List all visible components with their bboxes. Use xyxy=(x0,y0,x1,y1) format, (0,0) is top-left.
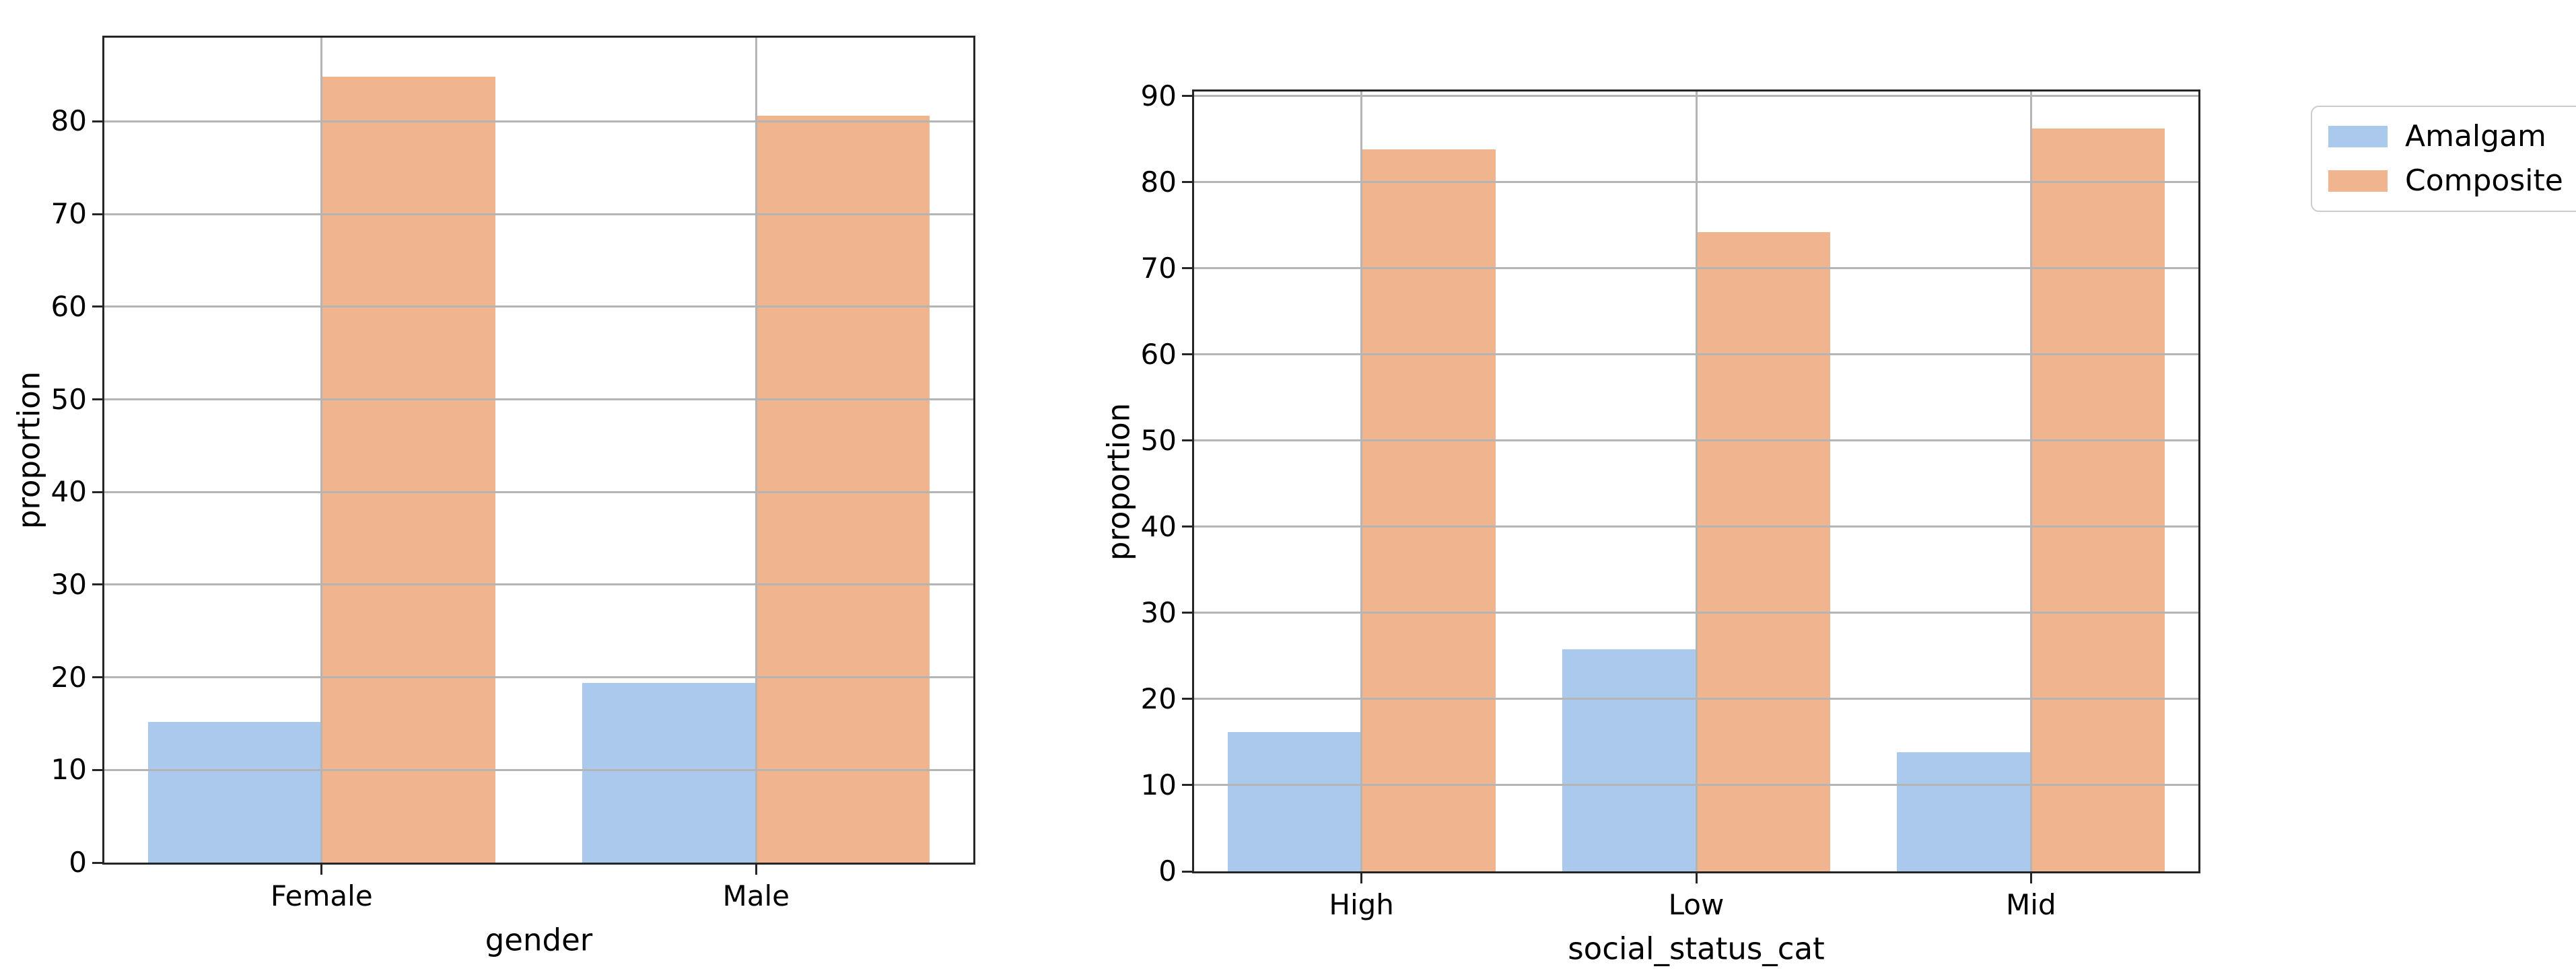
y-tick-label-0: 0 xyxy=(1158,855,1177,887)
y-tick-label-80: 80 xyxy=(50,104,87,138)
y-tick-label-60: 60 xyxy=(50,289,87,323)
y-tick-mark-20 xyxy=(1182,698,1192,700)
y-tick-mark-80 xyxy=(1182,181,1192,184)
legend-item-amalgam: Amalgam xyxy=(2328,119,2563,154)
y-tick-label-0: 0 xyxy=(69,846,87,879)
gridline-y-50 xyxy=(104,398,973,401)
bar-composite-mid xyxy=(2031,129,2165,871)
social-status-chart-xlabel: social_status_cat xyxy=(1568,931,1825,967)
gridline-x-female xyxy=(320,38,323,863)
y-tick-label-40: 40 xyxy=(1140,509,1177,543)
y-tick-label-10: 10 xyxy=(50,753,87,787)
bar-composite-female xyxy=(321,77,495,863)
y-tick-label-70: 70 xyxy=(50,197,87,231)
y-tick-mark-0 xyxy=(92,861,102,864)
bar-composite-low xyxy=(1696,231,1830,871)
social-status-chart-plot-area: social_status_cat proportion 0 10 20 30 40 50… xyxy=(1101,81,2200,967)
bar-amalgam-high xyxy=(1227,731,1362,871)
legend-label-composite: Composite xyxy=(2405,164,2563,198)
x-tick-mark-high xyxy=(1360,873,1363,883)
y-tick-mark-90 xyxy=(1182,95,1192,98)
y-tick-mark-50 xyxy=(1182,439,1192,442)
gridline-x-mid xyxy=(2029,92,2032,871)
legend-swatch-amalgam xyxy=(2328,126,2388,147)
bar-amalgam-mid xyxy=(1897,752,2031,871)
bar-amalgam-female xyxy=(147,721,322,863)
y-tick-mark-40 xyxy=(1182,525,1192,528)
social-status-chart-ylabel: proportion xyxy=(1101,402,1137,560)
y-tick-label-40: 40 xyxy=(50,475,87,509)
bar-amalgam-low xyxy=(1562,649,1696,871)
x-tick-label-male: Male xyxy=(722,879,790,912)
x-tick-mark-mid xyxy=(2029,873,2032,883)
y-tick-mark-60 xyxy=(1182,353,1192,356)
legend-swatch-composite xyxy=(2328,170,2388,192)
x-tick-mark-female xyxy=(320,865,323,875)
gender-chart-xlabel: gender xyxy=(485,922,593,958)
y-tick-label-90: 90 xyxy=(1140,79,1177,112)
gender-chart-ylabel: proportion xyxy=(11,371,47,530)
y-tick-mark-80 xyxy=(92,120,102,122)
legend-item-composite: Composite xyxy=(2328,164,2563,198)
y-tick-label-50: 50 xyxy=(50,382,87,416)
gridline-y-70 xyxy=(104,213,973,215)
y-tick-label-70: 70 xyxy=(1140,251,1177,285)
y-tick-mark-70 xyxy=(1182,267,1192,270)
y-tick-label-30: 30 xyxy=(50,567,87,601)
y-tick-mark-60 xyxy=(92,305,102,308)
y-tick-label-10: 10 xyxy=(1140,768,1177,801)
x-tick-mark-low xyxy=(1695,873,1698,883)
y-tick-label-30: 30 xyxy=(1140,595,1177,629)
x-tick-label-female: Female xyxy=(270,879,373,912)
gridline-x-low xyxy=(1695,92,1698,871)
bar-composite-high xyxy=(1361,149,1496,871)
y-tick-label-20: 20 xyxy=(50,660,87,694)
y-tick-label-50: 50 xyxy=(1140,423,1177,457)
gridline-y-80 xyxy=(104,120,973,122)
gridline-y-30 xyxy=(104,583,973,586)
x-tick-label-high: High xyxy=(1329,888,1394,921)
y-tick-mark-30 xyxy=(92,583,102,586)
y-tick-mark-40 xyxy=(92,491,102,493)
bar-amalgam-male xyxy=(582,682,757,863)
gender-chart-plot-area: gender proportion 0 10 20 30 40 50 60 70 80 Femal… xyxy=(11,36,975,958)
gridline-x-high xyxy=(1360,92,1363,871)
y-tick-mark-30 xyxy=(1182,612,1192,614)
y-tick-label-80: 80 xyxy=(1140,165,1177,198)
y-tick-label-20: 20 xyxy=(1140,682,1177,715)
y-tick-mark-50 xyxy=(92,398,102,401)
bar-composite-male xyxy=(756,116,930,863)
x-tick-label-mid: Mid xyxy=(2006,888,2056,921)
legend-label-amalgam: Amalgam xyxy=(2405,119,2546,153)
y-tick-mark-20 xyxy=(92,676,102,679)
gridline-x-male xyxy=(755,38,757,863)
gridline-y-40 xyxy=(104,491,973,493)
y-tick-mark-0 xyxy=(1182,870,1192,873)
y-tick-mark-70 xyxy=(92,213,102,215)
gridline-y-60 xyxy=(104,305,973,308)
y-tick-mark-10 xyxy=(92,768,102,771)
x-tick-label-low: Low xyxy=(1668,888,1725,921)
gridline-y-10 xyxy=(104,768,973,771)
x-tick-mark-male xyxy=(755,865,757,875)
gridline-y-20 xyxy=(104,676,973,679)
y-tick-label-60: 60 xyxy=(1140,337,1177,371)
y-tick-mark-10 xyxy=(1182,784,1192,787)
legend: Amalgam Composite xyxy=(2311,106,2576,212)
